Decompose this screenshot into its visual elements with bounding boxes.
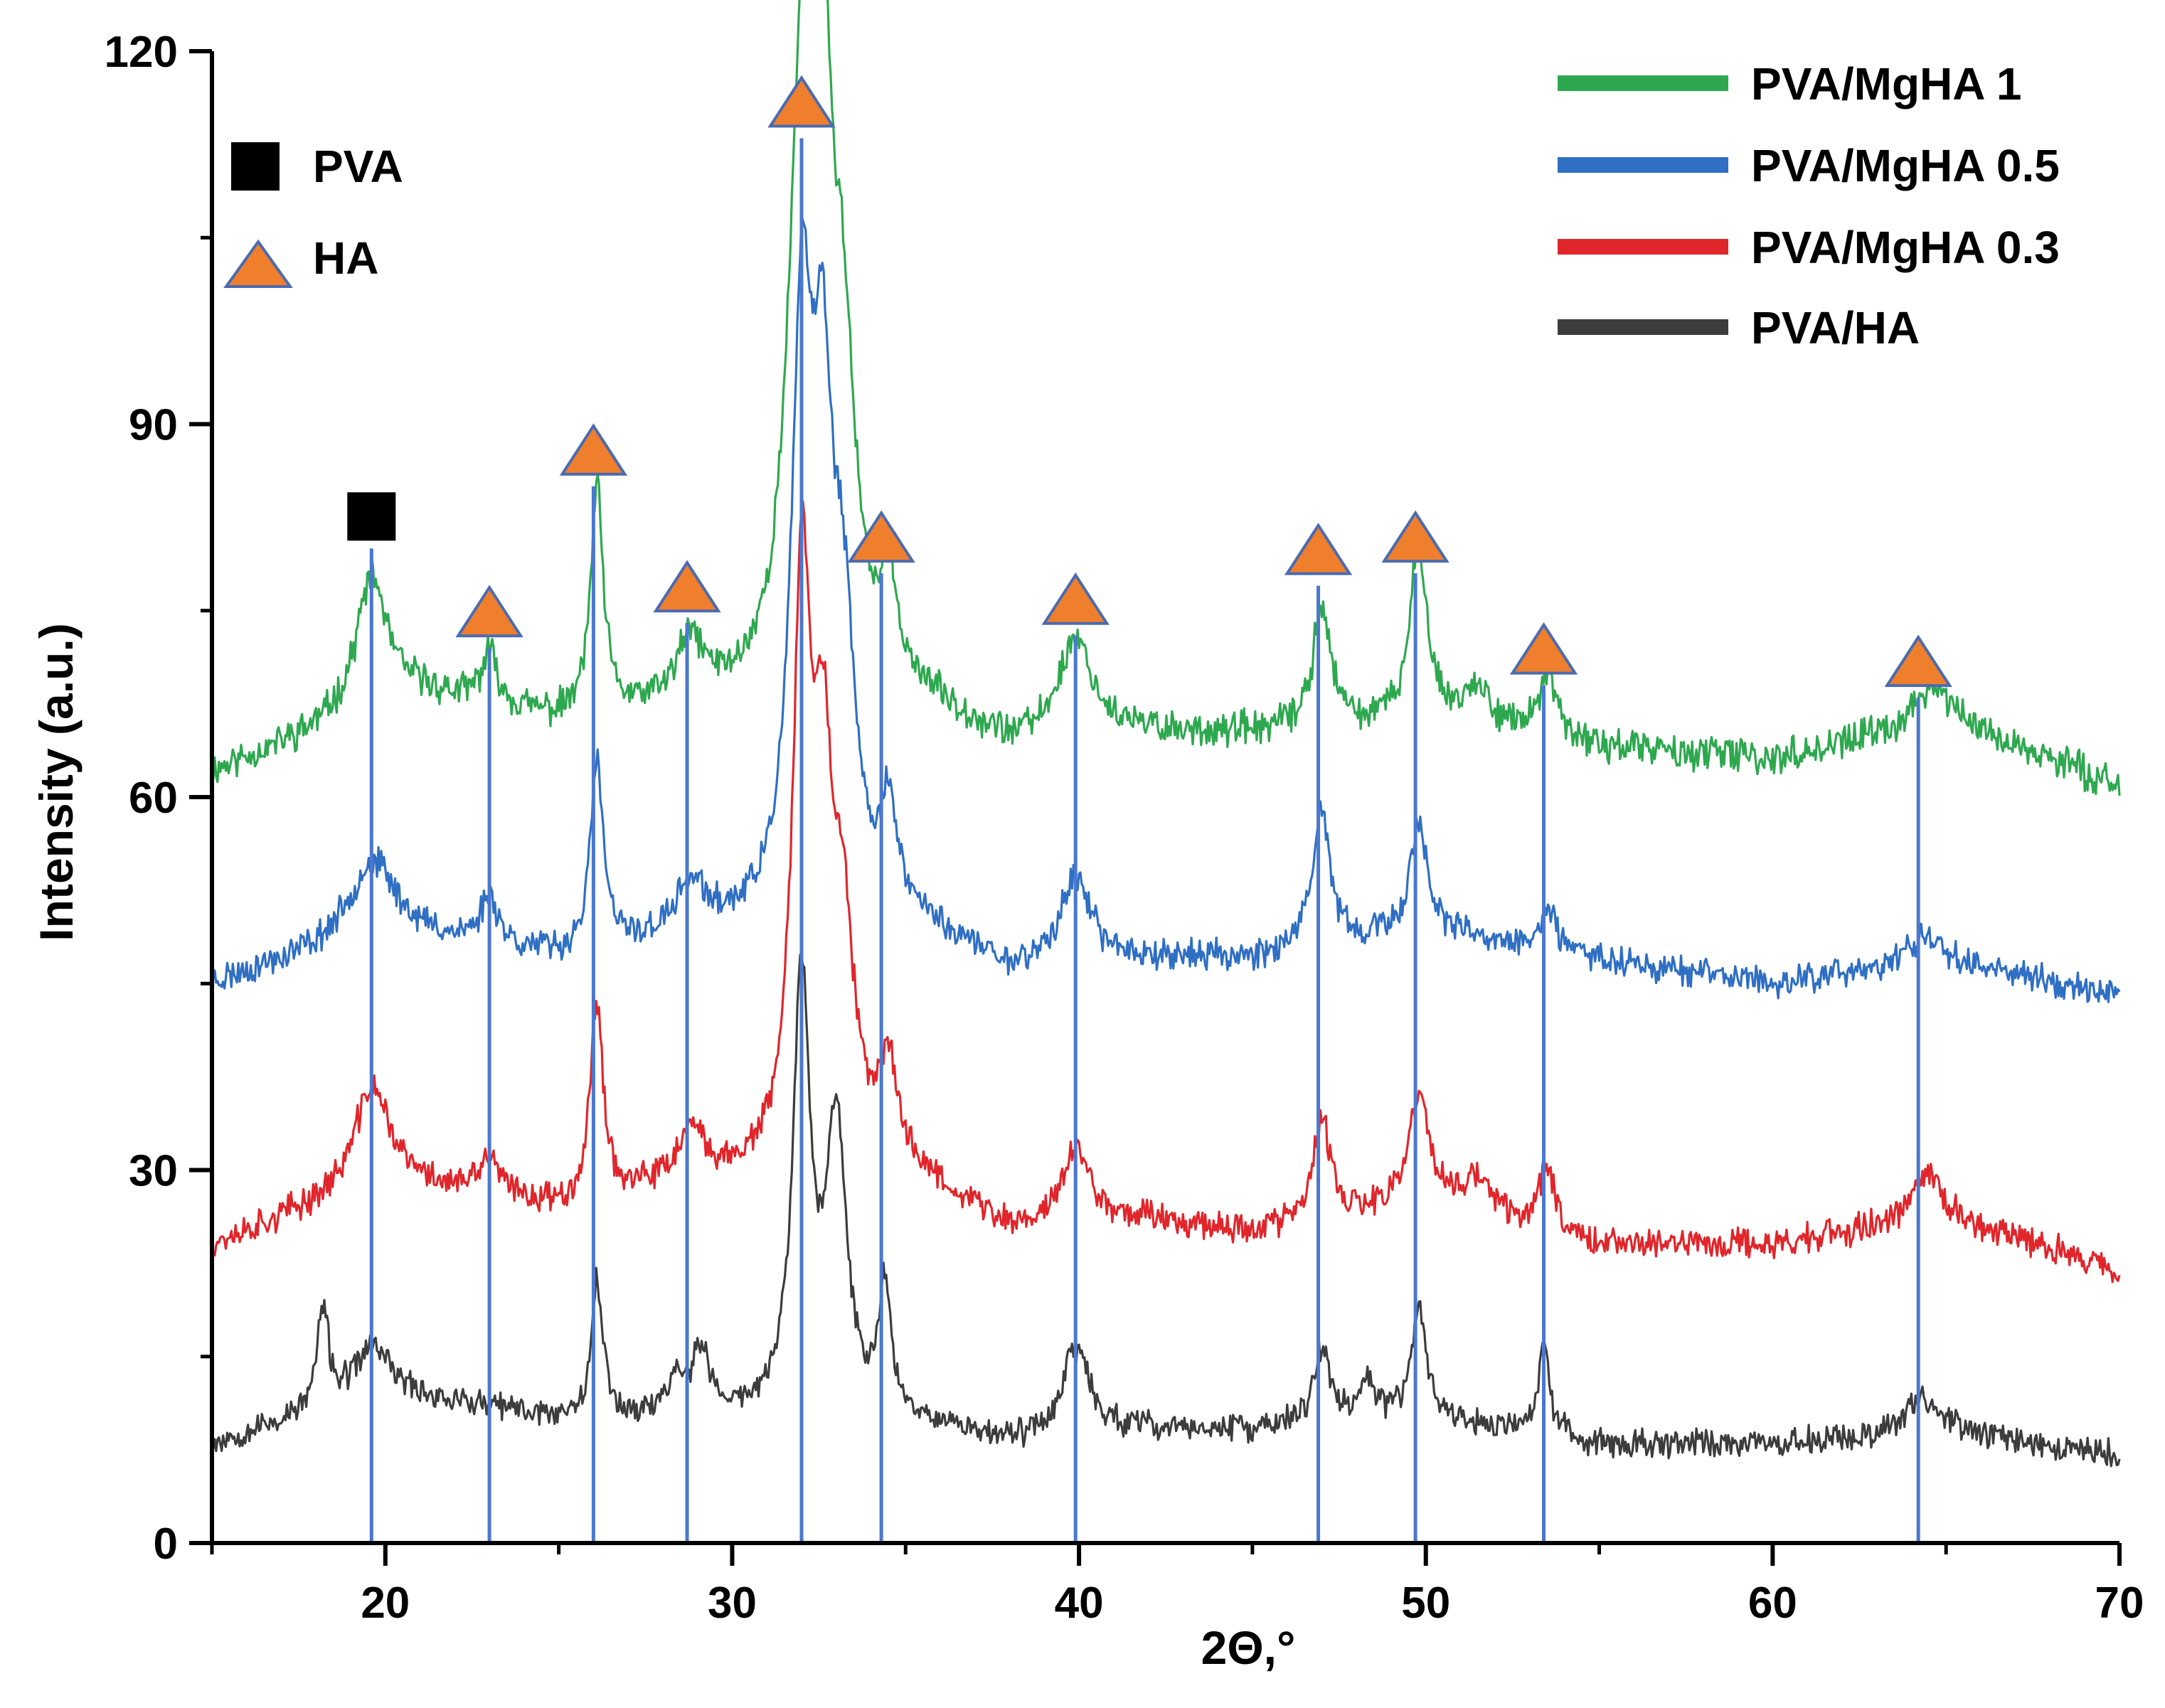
ha-marker-triangle-8 (1381, 510, 1449, 563)
y-tick-label-60: 60 (129, 774, 178, 823)
ha-marker-triangle-2 (559, 423, 628, 476)
series-line-pva-ha (211, 954, 2121, 1468)
ha-marker-triangle-5 (847, 510, 915, 563)
marker-legend-ha-label: HA (313, 233, 378, 284)
ha-marker-triangle-6 (1041, 572, 1110, 625)
ha-marker-triangle-9 (1509, 621, 1578, 675)
y-tick-label-0: 0 (154, 1520, 178, 1569)
ha-marker-triangle-4 (767, 75, 836, 128)
ha-marker-triangle-1 (455, 585, 523, 638)
series-legend: PVA/MgHA 1 PVA/MgHA 0.5 PVA/MgHA 0.3 PVA… (1558, 58, 2060, 353)
legend-label-mgha05: PVA/MgHA 0.5 (1751, 140, 2060, 191)
ha-marker-triangle-3 (653, 560, 721, 613)
legend-label-mgha03: PVA/MgHA 0.3 (1751, 222, 2060, 273)
x-tick-label-40: 40 (1055, 1579, 1104, 1628)
series-layer (211, 0, 2121, 1468)
y-tick-label-90: 90 (129, 401, 178, 450)
marker-legend-triangle-icon (223, 239, 293, 288)
x-tick-label-70: 70 (2095, 1579, 2144, 1628)
x-tick-label-50: 50 (1401, 1579, 1450, 1628)
x-tick-label-60: 60 (1748, 1579, 1797, 1628)
ha-marker-triangle-10 (1884, 634, 1952, 688)
y-axis-title: Intensity (a.u.) (30, 623, 83, 941)
series-line-pva-mgha-0-5 (211, 215, 2121, 1003)
peak-marker-layer (347, 75, 1952, 688)
marker-legend: PVA HA (223, 141, 403, 288)
x-tick-label-30: 30 (708, 1579, 757, 1628)
series-line-pva-mgha-1 (211, 0, 2121, 796)
pva-marker-square-0 (347, 492, 396, 541)
axes-layer: 0 30 60 90 120 20 30 40 50 60 70 (105, 28, 2144, 1628)
reference-line-layer (369, 138, 1920, 1543)
marker-legend-square-icon (231, 142, 280, 191)
ha-marker-triangle-7 (1284, 523, 1353, 575)
x-axis-title: 2Θ,° (1201, 1621, 1296, 1674)
marker-legend-pva-label: PVA (313, 141, 403, 192)
legend-label-pvaha: PVA/HA (1751, 302, 1920, 353)
y-tick-label-30: 30 (129, 1147, 178, 1196)
x-tick-label-20: 20 (361, 1579, 410, 1628)
series-line-pva-mgha-0-3 (211, 500, 2121, 1283)
legend-label-mgha1: PVA/MgHA 1 (1751, 58, 2021, 110)
y-tick-label-120: 120 (105, 28, 178, 77)
